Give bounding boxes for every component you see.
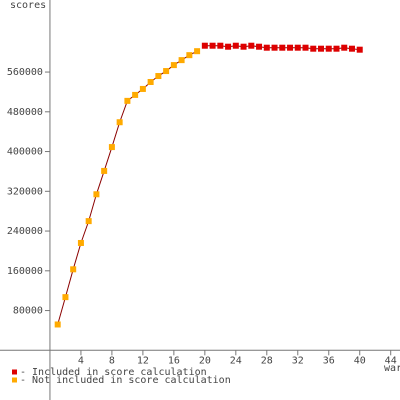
- point: [70, 266, 77, 273]
- point: [194, 48, 201, 55]
- point: [108, 144, 115, 151]
- legend-label: - Not included in score calculation: [20, 375, 231, 386]
- point: [124, 97, 131, 104]
- point: [294, 44, 301, 51]
- x-tick-label: 32: [292, 355, 304, 366]
- x-tick-label: 28: [261, 355, 273, 366]
- y-tick-label: 160000: [7, 266, 43, 277]
- y-tick-label: 320000: [7, 186, 43, 197]
- point: [85, 218, 92, 225]
- x-tick-label: 16: [168, 355, 180, 366]
- x-axis-label: war: [384, 363, 400, 374]
- x-tick-label: 40: [354, 355, 366, 366]
- point: [341, 44, 348, 51]
- y-tick-label: 240000: [7, 226, 43, 237]
- point: [116, 119, 123, 126]
- point: [62, 294, 69, 301]
- point: [271, 44, 278, 51]
- point: [325, 45, 332, 52]
- point: [356, 46, 363, 53]
- point: [348, 45, 355, 52]
- point: [302, 44, 309, 51]
- x-tick-label: 12: [137, 355, 149, 366]
- point: [279, 44, 286, 51]
- point: [209, 42, 216, 49]
- point: [225, 43, 232, 50]
- legend-swatch: [12, 369, 17, 375]
- point: [287, 44, 294, 51]
- legend-label: - Included in score calculation: [20, 367, 207, 378]
- point: [256, 43, 263, 50]
- series-line: [57, 50, 198, 325]
- point: [163, 68, 170, 75]
- point: [139, 85, 146, 92]
- point: [263, 44, 270, 51]
- point: [310, 45, 317, 52]
- x-tick-label: 20: [199, 355, 211, 366]
- point: [333, 45, 340, 52]
- y-tick-label: 80000: [13, 306, 43, 317]
- point: [101, 167, 108, 174]
- point: [93, 191, 100, 198]
- point: [132, 91, 139, 98]
- point: [54, 321, 61, 328]
- x-tick-label: 44: [385, 355, 397, 366]
- point: [170, 62, 177, 69]
- point: [201, 42, 208, 49]
- x-tick-label: 4: [78, 355, 84, 366]
- y-axis-label: scores: [10, 0, 46, 11]
- point: [147, 78, 154, 85]
- point: [178, 57, 185, 64]
- point: [77, 239, 84, 246]
- x-tick-label: 24: [230, 355, 242, 366]
- point: [232, 42, 239, 49]
- point: [186, 52, 193, 59]
- y-tick-label: 400000: [7, 147, 43, 158]
- point: [155, 73, 162, 80]
- point: [240, 43, 247, 50]
- point: [248, 42, 255, 49]
- point: [217, 42, 224, 49]
- legend-swatch: [12, 377, 17, 383]
- y-tick-label: 480000: [7, 107, 43, 118]
- x-tick-label: 36: [323, 355, 335, 366]
- point: [318, 45, 325, 52]
- y-tick-label: 560000: [7, 67, 43, 78]
- x-tick-label: 8: [109, 355, 115, 366]
